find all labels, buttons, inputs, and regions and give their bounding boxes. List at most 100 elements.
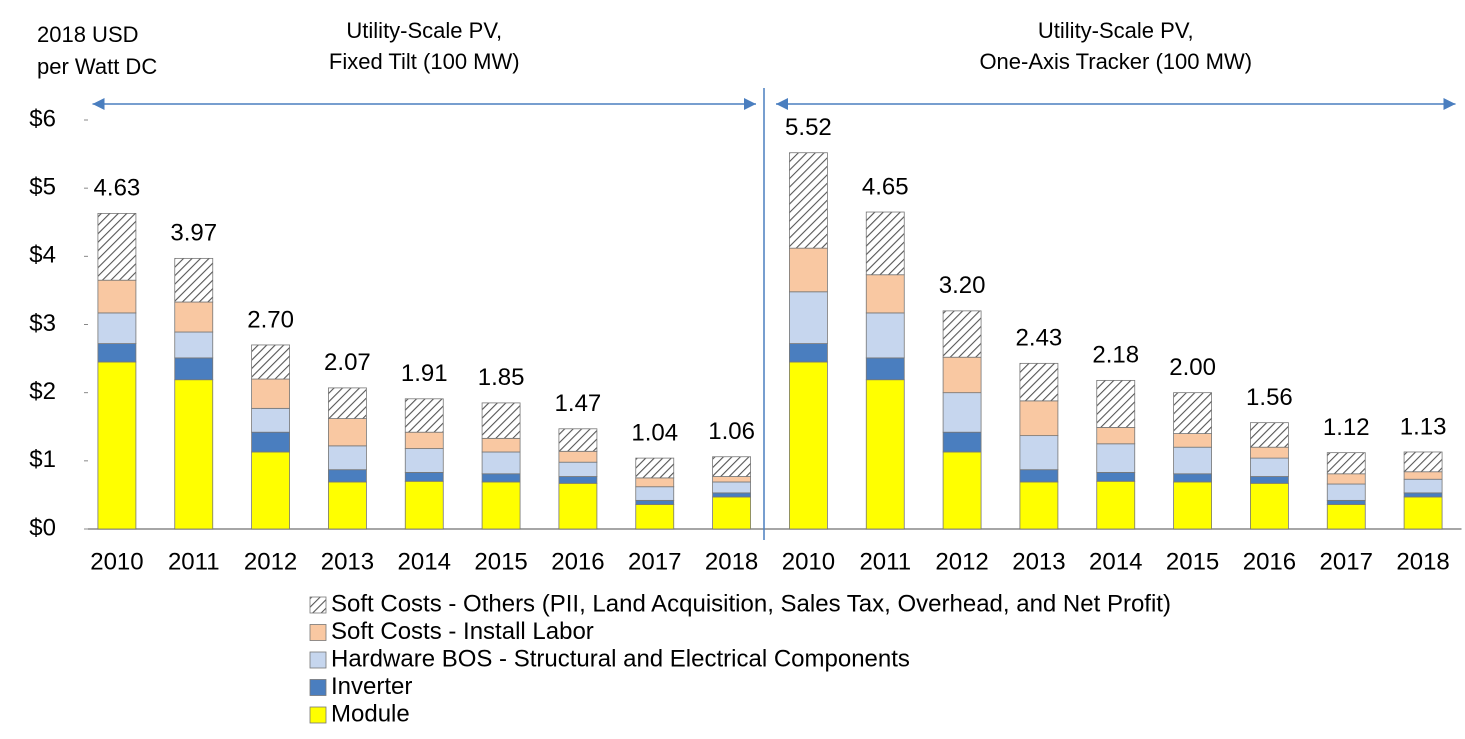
legend-swatch (309, 596, 327, 614)
bar-segment (1096, 443, 1136, 473)
bar-segment (865, 211, 905, 276)
bar-segment (1096, 379, 1136, 428)
x-tick-label: 2015 (474, 548, 527, 575)
bar-segment (481, 402, 521, 439)
total-label: 4.63 (94, 175, 141, 202)
total-label: 2.18 (1092, 342, 1139, 369)
bar-segment (251, 378, 290, 409)
legend-label: Hardware BOS - Structural and Electrical… (331, 645, 910, 672)
x-tick-label: 2014 (1089, 548, 1142, 575)
bar-segment (1173, 473, 1212, 483)
x-tick-label: 2015 (1166, 548, 1219, 575)
bar-segment (481, 481, 521, 530)
bar-segment (1403, 478, 1443, 494)
bar-segment (942, 310, 982, 358)
bar-segment (404, 472, 444, 482)
total-label: 2.07 (324, 349, 371, 376)
bar-segment (251, 344, 290, 380)
x-tick-label: 2011 (859, 548, 911, 575)
bar-segment (97, 312, 137, 344)
total-label: 1.91 (401, 360, 448, 387)
total-label: 2.43 (1016, 325, 1063, 352)
x-tick-label: 2010 (90, 548, 143, 575)
group-label: Utility-Scale PV, (1038, 18, 1194, 43)
bar-segment (558, 428, 598, 452)
bar-segment (97, 361, 137, 530)
bar-segment (481, 451, 521, 475)
y-tick-label: $5 (29, 174, 56, 201)
bar-segment (251, 407, 290, 433)
bar-segment (1403, 451, 1443, 473)
bar-segment (865, 379, 905, 530)
bar-segment (1250, 446, 1289, 459)
bar-segment (635, 477, 675, 488)
legend-label: Soft Costs - Others (PII, Land Acquisiti… (331, 590, 1171, 617)
x-tick-label: 2016 (551, 548, 604, 575)
x-tick-label: 2012 (935, 548, 988, 575)
total-label: 4.65 (862, 173, 909, 200)
bar-segment (942, 392, 982, 433)
total-label: 1.13 (1400, 413, 1447, 440)
x-tick-label: 2017 (1320, 548, 1373, 575)
bar-segment (712, 492, 751, 498)
bar-segment (1326, 499, 1366, 505)
x-tick-label: 2018 (705, 548, 758, 575)
bar-segment (481, 473, 521, 483)
total-label: 1.12 (1323, 414, 1370, 441)
bar-segment (1096, 427, 1136, 445)
bar-segment (1326, 504, 1366, 530)
bar-segment (251, 431, 290, 453)
bar-segment (404, 431, 444, 449)
bar-segment (865, 312, 905, 359)
group-label: Fixed Tilt (100 MW) (329, 49, 520, 74)
x-tick-label: 2018 (1396, 548, 1449, 575)
x-tick-label: 2017 (628, 548, 681, 575)
bar-segment (712, 456, 751, 477)
bar-segment (174, 331, 214, 359)
legend-swatch (309, 651, 327, 669)
bar-segment (789, 361, 828, 530)
bar-segment (789, 291, 828, 344)
bar-segment (942, 431, 982, 453)
y-tick-label: $6 (29, 105, 56, 132)
bar-segment (789, 247, 828, 293)
bar-segment (712, 481, 751, 494)
bar-segment (1326, 473, 1366, 485)
bar-segment (1326, 452, 1366, 475)
total-label: 1.47 (555, 390, 602, 417)
total-label: 2.70 (247, 306, 294, 333)
x-tick-label: 2013 (321, 548, 374, 575)
bar-segment (1173, 446, 1212, 475)
bar-segment (1019, 400, 1059, 437)
total-label: 1.56 (1246, 384, 1293, 411)
bar-segment (635, 504, 675, 530)
group-label: One-Axis Tracker (100 MW) (979, 49, 1252, 74)
arrow-head (1443, 98, 1456, 110)
bar-segment (712, 476, 751, 483)
bar-segment (1173, 481, 1212, 530)
bar-segment (1019, 435, 1059, 471)
total-label: 1.06 (708, 418, 755, 445)
bar-segment (97, 279, 137, 314)
x-tick-label: 2016 (1243, 548, 1296, 575)
y-tick-label: $4 (29, 242, 56, 269)
total-label: 5.52 (785, 114, 832, 141)
bar-segment (1019, 469, 1059, 483)
y-axis-label: 2018 USD (37, 22, 139, 47)
legend-label: Inverter (331, 673, 412, 700)
bar-segment (328, 387, 367, 419)
bar-segment (1096, 480, 1136, 530)
bar-segment (1326, 483, 1366, 501)
bar-segment (558, 461, 598, 477)
bar-segment (251, 451, 290, 530)
x-tick-label: 2012 (244, 548, 297, 575)
legend-swatch (309, 706, 327, 724)
bar-segment (1019, 481, 1059, 530)
bar-segment (558, 482, 598, 530)
bar-segment (789, 152, 828, 249)
total-label: 2.00 (1169, 354, 1216, 381)
bar-segment (328, 481, 367, 530)
bar-segment (404, 398, 444, 433)
bar-segment (1250, 482, 1289, 530)
bar-segment (328, 445, 367, 471)
